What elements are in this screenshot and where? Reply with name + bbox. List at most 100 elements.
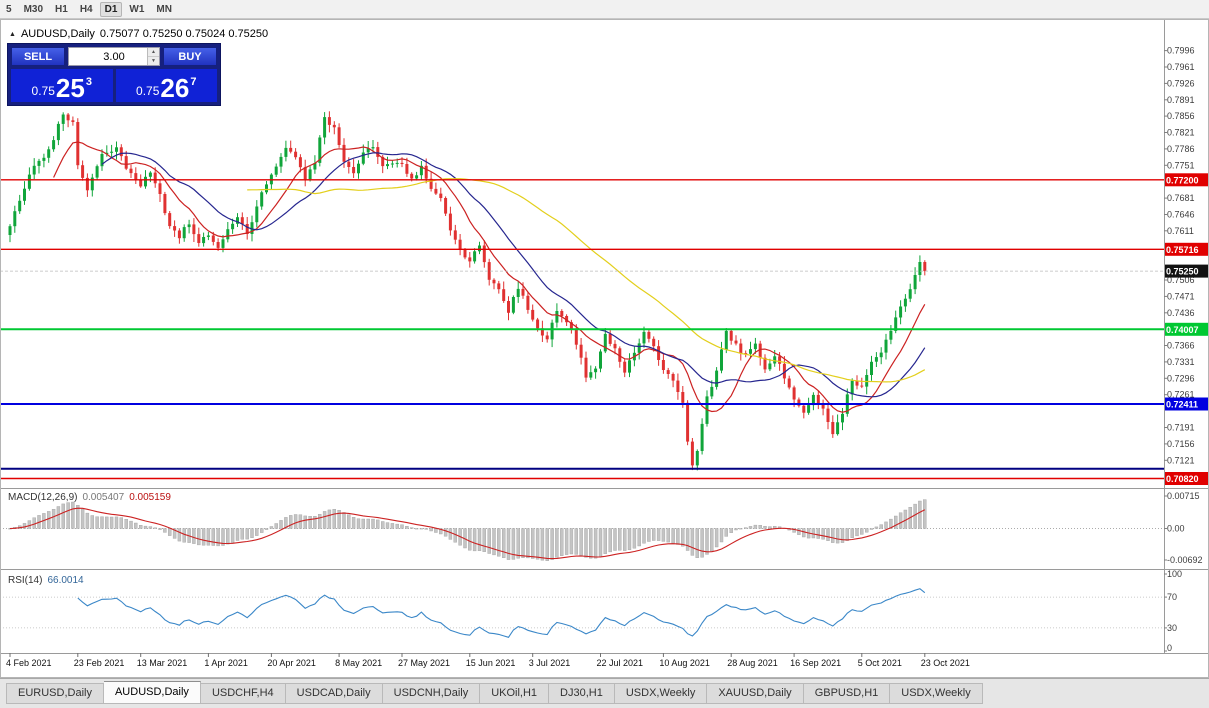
sell-price-display[interactable]: 0.75 25 3 [11, 69, 113, 102]
price-tick-label: 0.7646 [1167, 210, 1195, 220]
rsi-scale-label: 70 [1167, 592, 1177, 602]
rsi-line [77, 588, 926, 638]
price-tick-label: 0.7471 [1167, 291, 1195, 301]
rsi-scale-label: 100 [1167, 569, 1182, 579]
price-marker-label: 0.75250 [1166, 267, 1199, 277]
chart-tab-usdx-weekly[interactable]: USDX,Weekly [890, 683, 983, 704]
time-tick-label: 3 Jul 2021 [529, 658, 571, 668]
chart-window: 0.7996 0.7961 0.7926 0.7891 0.7856 0.7821 0.77… [0, 19, 1209, 678]
time-tick-label: 10 Aug 2021 [659, 658, 710, 668]
macd-scale-label: 0.00715 [1167, 491, 1200, 501]
volume-input[interactable]: 3.00 ▲ ▼ [68, 47, 160, 66]
macd-signal-value: 0.005159 [129, 492, 171, 503]
buy-price-display[interactable]: 0.75 26 7 [115, 69, 217, 103]
timeframe-button-mn[interactable]: MN [151, 2, 177, 17]
macd-signal-line [9, 507, 926, 560]
price-tick-label: 0.7296 [1167, 373, 1195, 383]
price-scale[interactable]: 0.7996 0.7961 0.7926 0.7891 0.7856 0.7821 0.77… [1164, 46, 1208, 653]
rsi-name: RSI(14) [8, 575, 43, 586]
buy-button[interactable]: BUY [163, 47, 217, 66]
price-marker-label: 0.72411 [1166, 400, 1198, 410]
chart-tab-xauusd-daily[interactable]: XAUUSD,Daily [707, 683, 804, 704]
macd-indicator-label: MACD(12,26,9) 0.005407 0.005159 [8, 492, 171, 503]
rsi-scale-label: 0 [1167, 643, 1172, 653]
time-tick-label: 20 Apr 2021 [267, 658, 316, 668]
price-marker-label: 0.77200 [1166, 175, 1199, 185]
time-tick-label: 23 Oct 2021 [921, 658, 970, 668]
time-tick-label: 13 Mar 2021 [137, 658, 188, 668]
time-tick-label: 16 Sep 2021 [790, 658, 841, 668]
price-tick-label: 0.7996 [1167, 46, 1195, 56]
price-tick-label: 0.7926 [1167, 78, 1195, 88]
price-tick-label: 0.7891 [1167, 95, 1195, 105]
volume-spinner: ▲ ▼ [147, 48, 159, 65]
chart-tab-gbpusd-h1[interactable]: GBPUSD,H1 [803, 683, 891, 704]
chart-tab-usdcad-daily[interactable]: USDCAD,Daily [285, 683, 383, 704]
sell-button[interactable]: SELL [11, 47, 65, 66]
volume-down-icon[interactable]: ▼ [148, 57, 159, 65]
chart-symbol-label: AUDUSD,Daily [20, 28, 95, 40]
price-marker-box [1165, 264, 1208, 278]
macd-histogram [8, 499, 927, 561]
price-tick-label: 0.7961 [1167, 62, 1195, 72]
chart-tab-usdcnh-daily[interactable]: USDCNH,Daily [382, 683, 481, 704]
timeframe-button-h1[interactable]: H1 [50, 2, 73, 17]
price-tick-label: 0.7121 [1167, 455, 1195, 465]
chart-tab-dj30-h1[interactable]: DJ30,H1 [549, 683, 615, 704]
price-tick-label: 0.7191 [1167, 423, 1195, 433]
macd-scale-label: 0.00 [1167, 524, 1185, 534]
price-tick-label: 0.7786 [1167, 144, 1195, 154]
volume-up-icon[interactable]: ▲ [148, 48, 159, 57]
price-tick-label: 0.7821 [1167, 128, 1195, 138]
price-marker-box [1165, 397, 1208, 411]
chart-canvas[interactable]: 0.7996 0.7961 0.7926 0.7891 0.7856 0.7821 0.77… [0, 19, 1209, 678]
time-scale[interactable]: 4 Feb 2021 23 Feb 2021 13 Mar 2021 1 Apr 20… [6, 653, 970, 668]
moving-average-20-line [101, 152, 926, 398]
one-click-trading-panel: SELL 3.00 ▲ ▼ BUY 0.75 25 3 0.75 [8, 44, 220, 105]
price-tick-label: 0.7156 [1167, 439, 1195, 449]
buy-price-pip: 7 [190, 76, 197, 88]
timeframe-toolbar: 5 M30 H1 H4 D1 W1 MN [0, 0, 1209, 19]
timeframe-button-5[interactable]: 5 [1, 2, 17, 17]
price-marker-box [1165, 242, 1208, 256]
price-tick-label: 0.7681 [1167, 193, 1195, 203]
timeframe-button-m30[interactable]: M30 [19, 2, 48, 17]
time-tick-label: 22 Jul 2021 [597, 658, 644, 668]
price-tick-label: 0.7331 [1167, 357, 1195, 367]
price-marker-label: 0.74007 [1166, 325, 1199, 335]
candlestick-chart-icon: ▲ [9, 30, 16, 38]
price-tick-label: 0.7261 [1167, 390, 1195, 400]
rsi-indicator-label: RSI(14) 66.0014 [8, 575, 84, 586]
sell-price-pip: 3 [85, 76, 92, 88]
price-tick-label: 0.7436 [1167, 308, 1195, 318]
time-tick-label: 1 Apr 2021 [204, 658, 248, 668]
chart-tab-eurusd-daily[interactable]: EURUSD,Daily [6, 683, 104, 704]
timeframe-button-w1[interactable]: W1 [124, 2, 149, 17]
timeframe-button-h4[interactable]: H4 [75, 2, 98, 17]
time-tick-label: 27 May 2021 [398, 658, 450, 668]
chart-tab-ukoil-h1[interactable]: UKOil,H1 [480, 683, 550, 704]
price-marker-box [1165, 472, 1208, 485]
price-marker-box [1165, 322, 1208, 336]
rsi-value: 66.0014 [47, 575, 84, 586]
macd-scale-label: -0.00692 [1167, 555, 1203, 565]
volume-value: 3.00 [103, 50, 125, 63]
chart-tab-usdx-weekly[interactable]: USDX,Weekly [614, 683, 708, 704]
buy-price-big: 26 [160, 73, 190, 103]
chart-ohlc-values: 0.75077 0.75250 0.75024 0.75250 [99, 28, 269, 40]
macd-main-value: 0.005407 [82, 492, 125, 503]
time-tick-label: 23 Feb 2021 [74, 658, 125, 668]
price-tick-label: 0.7611 [1167, 226, 1194, 236]
buy-price-prefix: 0.75 [136, 84, 160, 98]
timeframe-button-d1[interactable]: D1 [99, 1, 123, 17]
time-tick-label: 5 Oct 2021 [858, 658, 902, 668]
moving-average-50-line [247, 178, 926, 383]
price-tick-label: 0.7751 [1167, 160, 1195, 170]
price-marker-box [1165, 173, 1208, 187]
time-tick-label: 8 May 2021 [335, 658, 382, 668]
chart-tab-audusd-daily[interactable]: AUDUSD,Daily [103, 681, 201, 704]
price-tick-label: 0.7366 [1167, 341, 1195, 351]
chart-tab-usdchf-h4[interactable]: USDCHF,H4 [200, 683, 286, 704]
macd-name: MACD(12,26,9) [8, 492, 78, 503]
